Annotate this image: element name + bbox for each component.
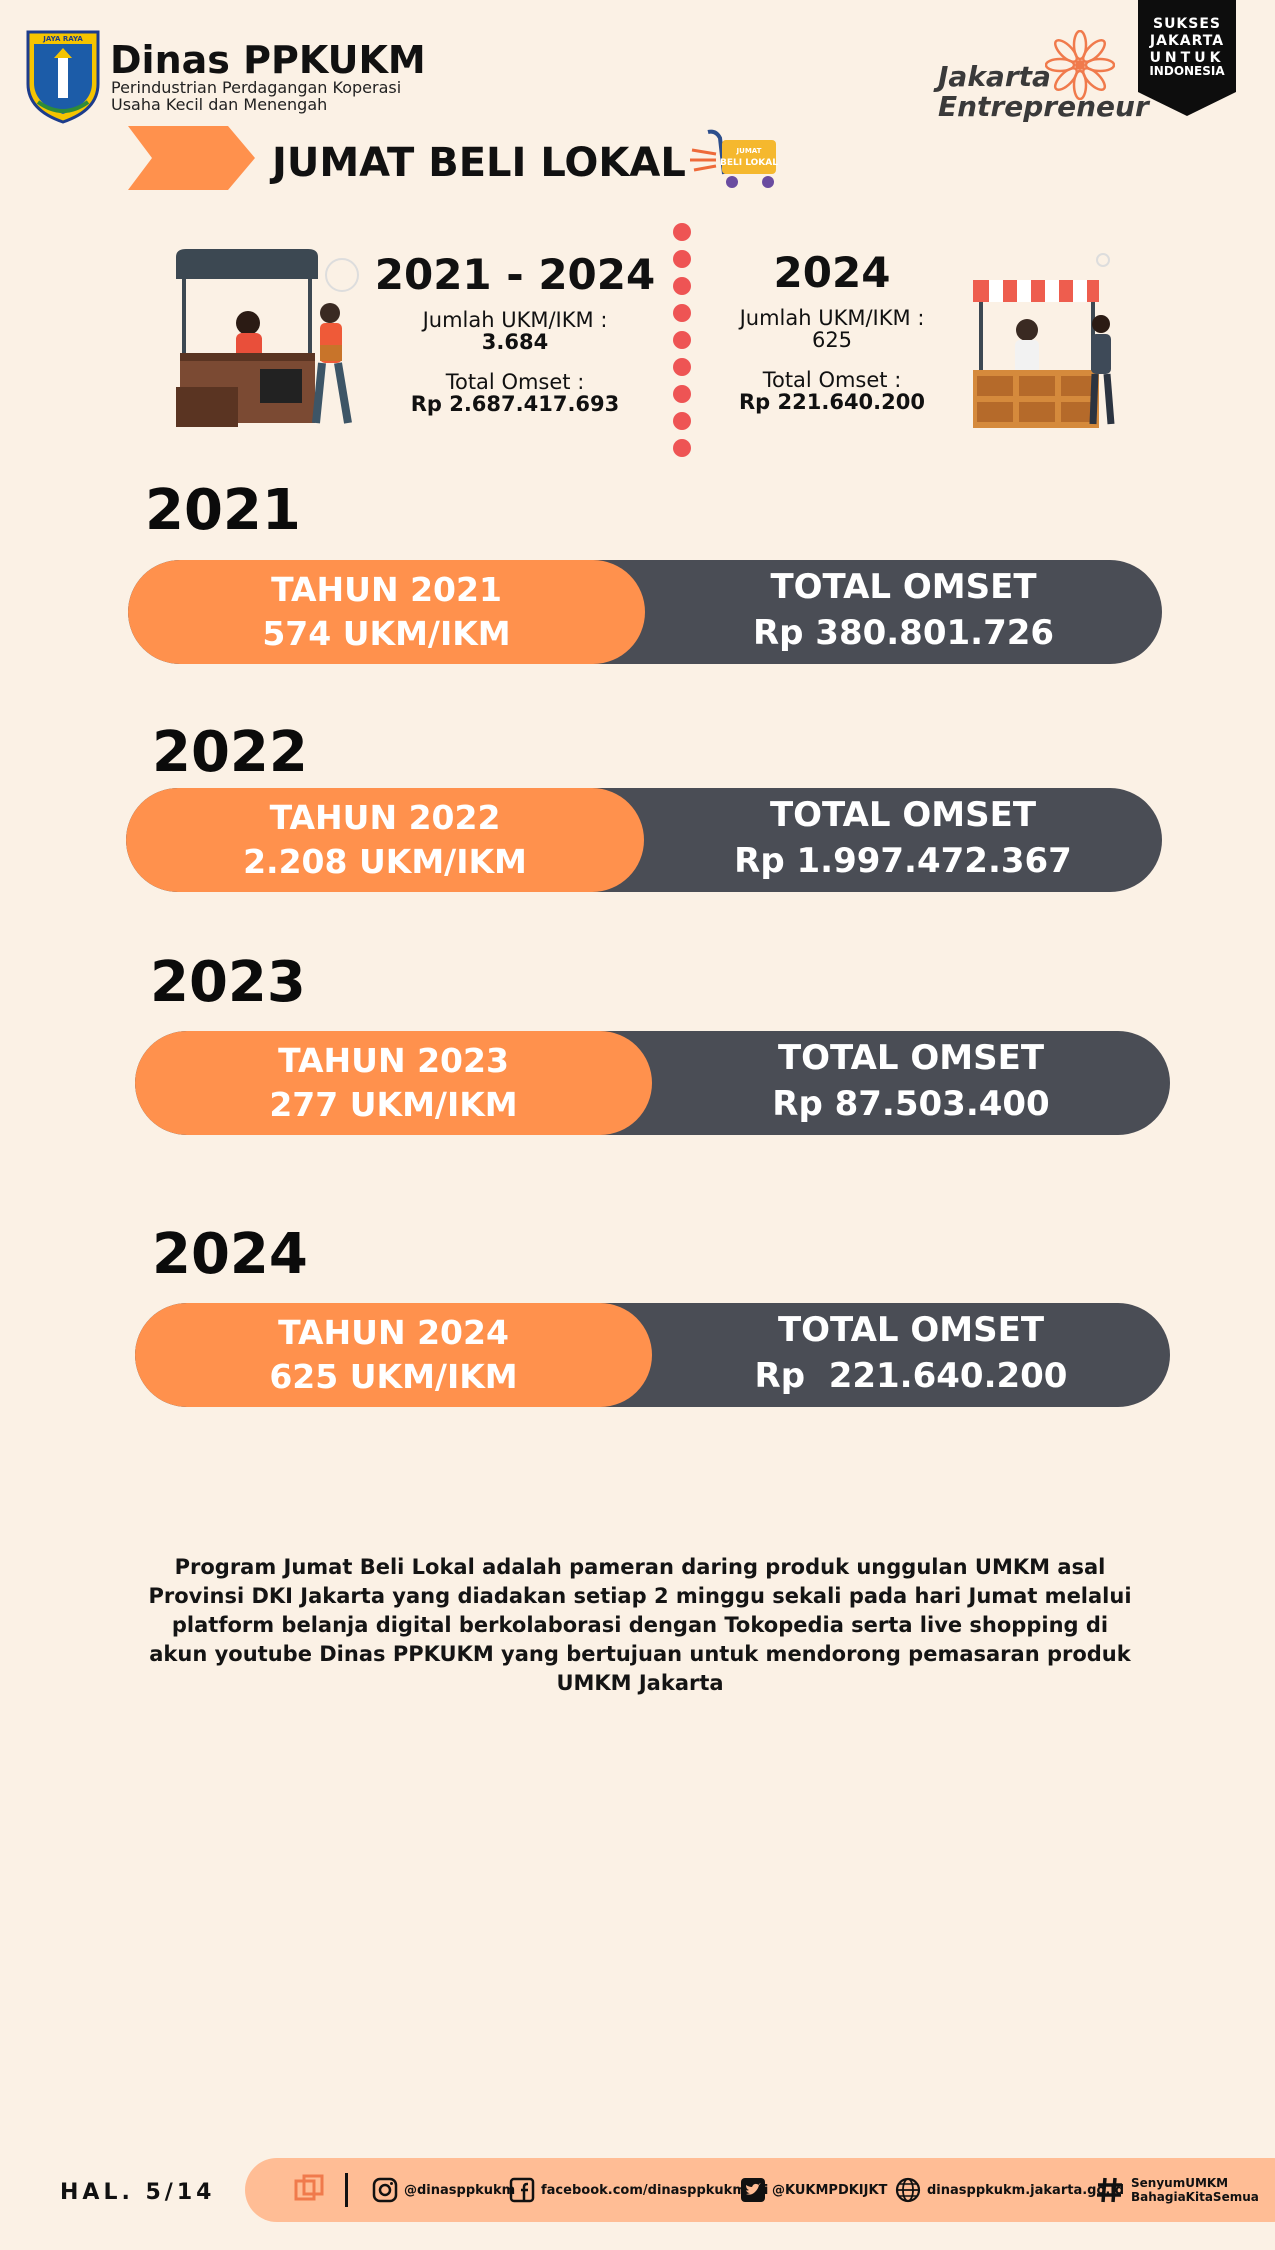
year-card-2023: TAHUN 2023 277 UKM/IKM TOTAL OMSET Rp 87… <box>135 1031 1170 1135</box>
badge-line-3: UNTUK <box>1149 50 1225 66</box>
org-subtitle-line1: Perindustrian Perdagangan Koperasi <box>111 78 402 97</box>
badge-shape <box>1138 0 1236 116</box>
year-card-right-2024: TOTAL OMSET Rp 221.640.200 <box>652 1303 1170 1407</box>
summary-2024-block: 2024 Jumlah UKM/IKM : 625 Total Omset : … <box>700 248 964 413</box>
omset-label: TOTAL OMSET <box>770 567 1037 607</box>
flower-icon <box>1045 30 1115 100</box>
year-label: TAHUN 2021 <box>271 570 502 609</box>
year-card-left-2022: TAHUN 2022 2.208 UKM/IKM <box>126 788 644 892</box>
page-title: JUMAT BELI LOKAL <box>272 140 686 186</box>
org-name: Dinas PPKUKM <box>110 38 426 82</box>
omset-value: Rp 380.801.726 <box>752 613 1055 653</box>
year-card-right-2022: TOTAL OMSET Rp 1.997.472.367 <box>644 788 1162 892</box>
page-number: HAL. 5/14 <box>60 2180 216 2205</box>
brand-line1: Jakarta <box>938 60 1051 93</box>
ukm-count: 277 UKM/IKM <box>269 1085 518 1124</box>
summary-omset-value: Rp 2.687.417.693 <box>410 392 620 416</box>
svg-text:JUMAT: JUMAT <box>736 147 762 155</box>
year-card-left-2024: TAHUN 2024 625 UKM/IKM <box>135 1303 652 1407</box>
facebook-icon <box>509 2177 535 2203</box>
omset-value: Rp 221.640.200 <box>754 1356 1068 1396</box>
year-heading-2021: 2021 <box>145 478 301 543</box>
summary-period-2024: 2024 <box>773 248 891 297</box>
footer-social-bar: @dinasppkukm facebook.com/dinasppkukmdki… <box>245 2158 1275 2222</box>
logo-motto: JAYA RAYA <box>42 35 83 43</box>
globe-icon <box>895 2177 921 2203</box>
instagram-icon <box>372 2177 398 2203</box>
dki-jakarta-logo: JAYA RAYA <box>26 30 100 124</box>
footer-divider <box>345 2173 348 2207</box>
summary-count-label: Jumlah UKM/IKM : <box>739 306 925 330</box>
program-description: Program Jumat Beli Lokal adalah pameran … <box>148 1555 1132 1695</box>
omset-value: Rp 87.503.400 <box>772 1084 1050 1124</box>
omset-value: Rp 1.997.472.367 <box>734 841 1072 881</box>
ppkukm-mark-icon <box>294 2174 324 2201</box>
sukses-jakarta-badge: SUKSES JAKARTA UNTUK INDONESIA <box>1138 0 1236 116</box>
year-heading-2024: 2024 <box>152 1222 308 1287</box>
badge-line-1: SUKSES <box>1152 16 1222 32</box>
summary-count-value: 625 <box>811 328 853 352</box>
hashtag-line1: SenyumUMKM <box>1131 2176 1229 2190</box>
year-card-left-2021: TAHUN 2021 574 UKM/IKM <box>128 560 645 664</box>
year-heading-2023: 2023 <box>150 950 306 1015</box>
ukm-count: 574 UKM/IKM <box>262 614 511 653</box>
omset-label: TOTAL OMSET <box>769 795 1037 835</box>
dotted-divider <box>673 223 691 457</box>
badge-line-2: JAKARTA <box>1149 33 1225 49</box>
hashtag-icon <box>1097 2177 1122 2203</box>
year-card-2021: TAHUN 2021 574 UKM/IKM TOTAL OMSET Rp 38… <box>128 560 1162 664</box>
footer-logo <box>293 2158 355 2222</box>
twitter-handle: @KUKMPDKIJKT <box>772 2182 888 2198</box>
shopping-cart-icon: JUMAT BELI LOKAL <box>690 129 778 188</box>
ukm-count: 2.208 UKM/IKM <box>243 842 527 881</box>
hashtag-text: SenyumUMKM BahagiaKitaSemua <box>1131 2176 1259 2204</box>
title-chevron-shape <box>128 126 255 190</box>
summary-omset-label: Total Omset : <box>762 368 902 392</box>
market-stall-illustration-left <box>176 249 359 427</box>
website-url: dinasppkukm.jakarta.go.id <box>927 2182 1125 2198</box>
year-card-right-2023: TOTAL OMSET Rp 87.503.400 <box>652 1031 1170 1135</box>
summary-omset-value: Rp 221.640.200 <box>739 390 925 414</box>
year-heading-2022: 2022 <box>152 720 308 785</box>
omset-label: TOTAL OMSET <box>777 1038 1045 1078</box>
instagram-handle: @dinasppkukm <box>404 2182 516 2198</box>
summary-period-total: 2021 - 2024 <box>374 250 656 299</box>
market-stall-illustration-right <box>973 253 1115 428</box>
year-label: TAHUN 2024 <box>278 1313 509 1352</box>
twitter-icon <box>741 2178 765 2202</box>
footer-hashtag: SenyumUMKM BahagiaKitaSemua <box>1095 2158 1259 2222</box>
footer-website[interactable]: dinasppkukm.jakarta.go.id <box>895 2158 1124 2222</box>
org-subtitle-line2: Usaha Kecil dan Menengah <box>111 95 328 114</box>
summary-total-block: 2021 - 2024 Jumlah UKM/IKM : 3.684 Total… <box>370 250 660 415</box>
year-label: TAHUN 2023 <box>278 1041 509 1080</box>
summary-count-label: Jumlah UKM/IKM : <box>422 308 608 332</box>
footer-facebook[interactable]: facebook.com/dinasppkukmdki <box>509 2158 768 2222</box>
footer-twitter[interactable]: @KUKMPDKIJKT <box>740 2158 887 2222</box>
jakarta-entrepreneur-logo: Jakarta Entrepreneur <box>938 60 1149 123</box>
hashtag-line2: BahagiaKitaSemua <box>1131 2190 1259 2204</box>
ukm-count: 625 UKM/IKM <box>269 1357 518 1396</box>
summary-omset-label: Total Omset : <box>445 370 585 394</box>
year-label: TAHUN 2022 <box>269 798 501 837</box>
svg-text:BELI LOKAL: BELI LOKAL <box>720 158 778 168</box>
year-card-left-2023: TAHUN 2023 277 UKM/IKM <box>135 1031 652 1135</box>
year-card-2022: TAHUN 2022 2.208 UKM/IKM TOTAL OMSET Rp … <box>126 788 1162 892</box>
facebook-url: facebook.com/dinasppkukmdki <box>541 2182 769 2198</box>
brand-line2: Entrepreneur <box>938 90 1149 123</box>
footer-instagram[interactable]: @dinasppkukm <box>372 2158 515 2222</box>
summary-count-value: 3.684 <box>481 330 549 354</box>
year-card-right-2021: TOTAL OMSET Rp 380.801.726 <box>645 560 1162 664</box>
omset-label: TOTAL OMSET <box>777 1310 1045 1350</box>
badge-line-4: INDONESIA <box>1149 64 1225 78</box>
year-card-2024: TAHUN 2024 625 UKM/IKM TOTAL OMSET Rp 22… <box>135 1303 1170 1407</box>
